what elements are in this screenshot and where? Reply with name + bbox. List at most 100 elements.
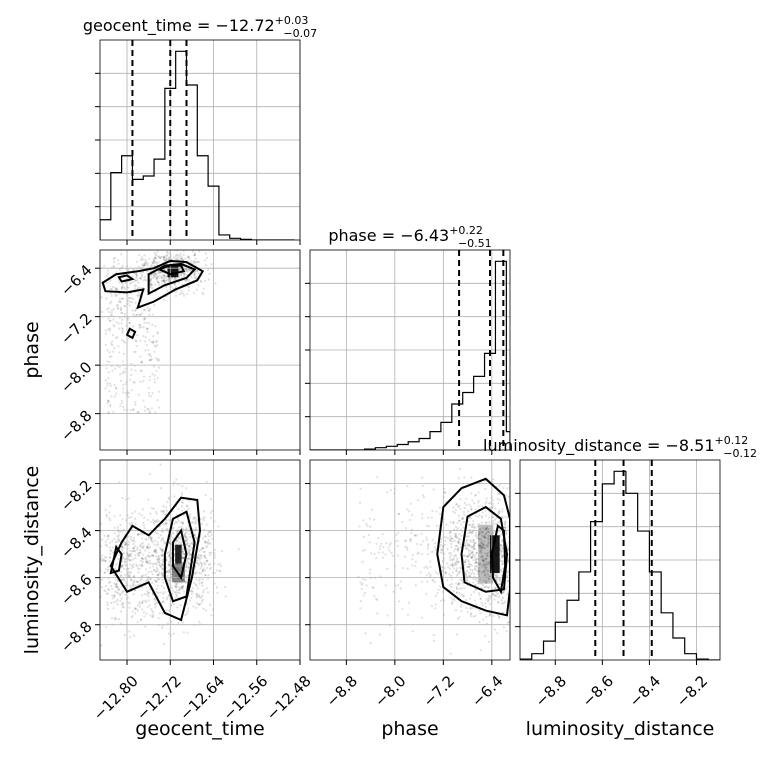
sample-point: [384, 584, 387, 587]
sample-point: [119, 301, 123, 304]
sample-point: [475, 531, 478, 535]
sample-point: [105, 556, 108, 559]
sample-point: [204, 574, 207, 577]
sample-point: [478, 544, 481, 547]
sample-point: [194, 257, 197, 260]
sample-point: [115, 288, 118, 291]
sample-point: [164, 506, 168, 509]
sample-point: [477, 537, 480, 540]
sample-point: [465, 606, 468, 610]
sample-point: [159, 257, 162, 260]
sample-point: [148, 410, 151, 413]
sample-point: [119, 514, 122, 517]
sample-point: [480, 549, 483, 552]
sample-point: [474, 568, 477, 571]
sample-point: [154, 520, 157, 523]
sample-point: [508, 620, 510, 624]
sample-point: [123, 542, 126, 545]
sample-point: [449, 535, 452, 538]
sample-point: [104, 508, 107, 511]
sample-point: [141, 546, 144, 549]
sample-point: [218, 569, 221, 572]
sample-point: [139, 545, 142, 548]
sample-point: [476, 562, 480, 565]
contour-island: [125, 327, 137, 340]
sample-point: [164, 513, 167, 516]
sample-point: [200, 596, 203, 599]
sample-point: [181, 493, 184, 496]
sample-point: [113, 395, 116, 398]
sample-point: [117, 587, 120, 590]
sample-point: [128, 606, 131, 609]
sample-point: [178, 588, 181, 591]
sample-point: [454, 547, 457, 550]
sample-point: [432, 550, 435, 553]
sample-point: [153, 344, 156, 347]
sample-point: [376, 476, 379, 479]
sample-point: [502, 487, 505, 490]
sample-point: [465, 541, 468, 544]
sample-point: [107, 399, 110, 403]
sample-point: [188, 564, 191, 567]
sample-point: [467, 554, 470, 557]
sample-point: [421, 553, 424, 556]
sample-point: [138, 567, 141, 570]
sample-point: [483, 547, 487, 550]
sample-point: [172, 256, 175, 259]
sample-point: [177, 537, 180, 540]
sample-point: [479, 555, 482, 558]
sample-point: [190, 596, 193, 600]
sample-point: [106, 569, 110, 572]
sample-point: [156, 344, 159, 347]
sample-point: [148, 309, 151, 312]
sample-point: [157, 578, 160, 581]
contour-mid: [460, 505, 508, 593]
sample-point: [122, 602, 125, 606]
sample-point: [207, 278, 210, 281]
sample-point: [362, 594, 365, 597]
sample-point: [179, 538, 183, 541]
sample-point: [484, 536, 487, 539]
sample-point: [136, 411, 139, 414]
sample-point: [147, 353, 150, 356]
sample-point: [486, 525, 489, 529]
sample-point: [215, 569, 218, 572]
sample-point: [127, 540, 131, 544]
sample-point: [136, 609, 140, 612]
sample-point: [162, 600, 165, 603]
sample-point: [459, 507, 462, 510]
sample-point: [127, 567, 130, 570]
sample-point: [476, 568, 480, 571]
sample-point: [139, 355, 142, 358]
sample-point: [478, 545, 481, 548]
sample-point: [141, 508, 145, 511]
sample-point: [113, 325, 116, 328]
sample-point: [141, 608, 144, 611]
sample-point: [216, 591, 219, 595]
sample-point: [106, 382, 109, 385]
sample-point: [177, 589, 181, 592]
sample-point: [373, 552, 376, 556]
sample-point: [152, 565, 155, 568]
sample-point: [483, 574, 486, 577]
sample-point: [150, 283, 153, 286]
sample-point: [129, 331, 132, 334]
sample-point: [129, 281, 132, 284]
sample-point: [136, 334, 139, 337]
sample-point: [127, 543, 130, 546]
sample-point: [135, 565, 139, 568]
sample-point: [543, 544, 545, 546]
sample-point: [460, 593, 463, 596]
sample-point: [164, 522, 168, 525]
sample-point: [116, 304, 119, 307]
sample-point: [134, 584, 137, 587]
sample-point: [146, 590, 149, 593]
sample-point: [163, 276, 166, 279]
sample-point: [422, 496, 426, 499]
sample-point: [496, 632, 499, 635]
sample-point: [167, 564, 170, 567]
sample-point: [158, 571, 161, 574]
sample-point: [130, 388, 133, 392]
sample-point: [93, 575, 95, 577]
sample-point: [133, 549, 137, 552]
